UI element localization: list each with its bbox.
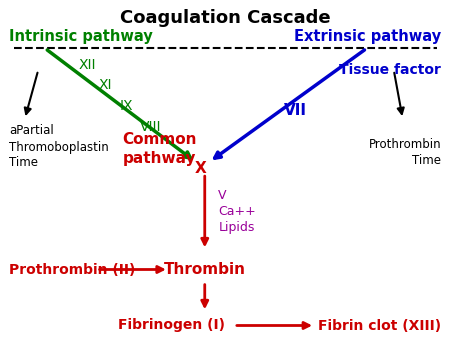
Text: VIII: VIII [140,120,161,134]
Text: IX: IX [119,99,133,113]
Text: Prothrombin (II): Prothrombin (II) [9,262,135,276]
Text: aPartial
Thromoboplastin
Time: aPartial Thromoboplastin Time [9,125,109,169]
Text: Fibrinogen (I): Fibrinogen (I) [117,318,225,332]
Text: Coagulation Cascade: Coagulation Cascade [120,9,330,27]
Text: Fibrin clot (XIII): Fibrin clot (XIII) [318,318,441,332]
Text: Extrinsic pathway: Extrinsic pathway [294,29,441,44]
Text: V
Ca++
Lipids: V Ca++ Lipids [218,189,256,234]
Text: XII: XII [79,58,96,72]
Text: Prothrombin
Time: Prothrombin Time [369,138,441,167]
Text: XI: XI [99,78,112,92]
Text: Intrinsic pathway: Intrinsic pathway [9,29,153,44]
Text: Common
pathway: Common pathway [122,132,197,166]
Text: VII: VII [284,103,306,118]
Text: Tissue factor: Tissue factor [339,63,441,77]
Text: Thrombin: Thrombin [164,262,246,277]
Text: X: X [194,161,206,176]
